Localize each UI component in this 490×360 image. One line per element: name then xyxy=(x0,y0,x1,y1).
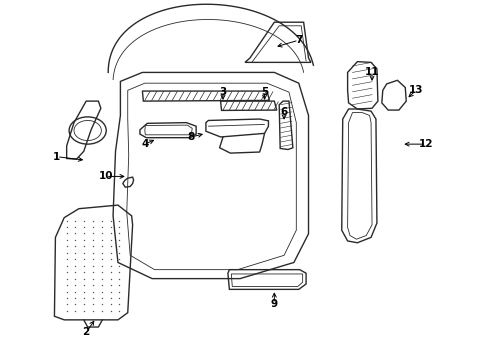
Text: 5: 5 xyxy=(261,87,268,97)
Text: 8: 8 xyxy=(188,132,195,142)
Text: 2: 2 xyxy=(83,327,90,337)
Text: 3: 3 xyxy=(220,87,227,97)
Text: 9: 9 xyxy=(271,299,278,309)
Text: 6: 6 xyxy=(280,107,288,117)
Text: 1: 1 xyxy=(53,152,60,162)
Text: 11: 11 xyxy=(365,67,379,77)
Text: 12: 12 xyxy=(418,139,433,149)
Text: 13: 13 xyxy=(409,85,423,95)
Text: 10: 10 xyxy=(98,171,113,181)
Text: 7: 7 xyxy=(295,35,302,45)
Text: 4: 4 xyxy=(141,139,148,149)
